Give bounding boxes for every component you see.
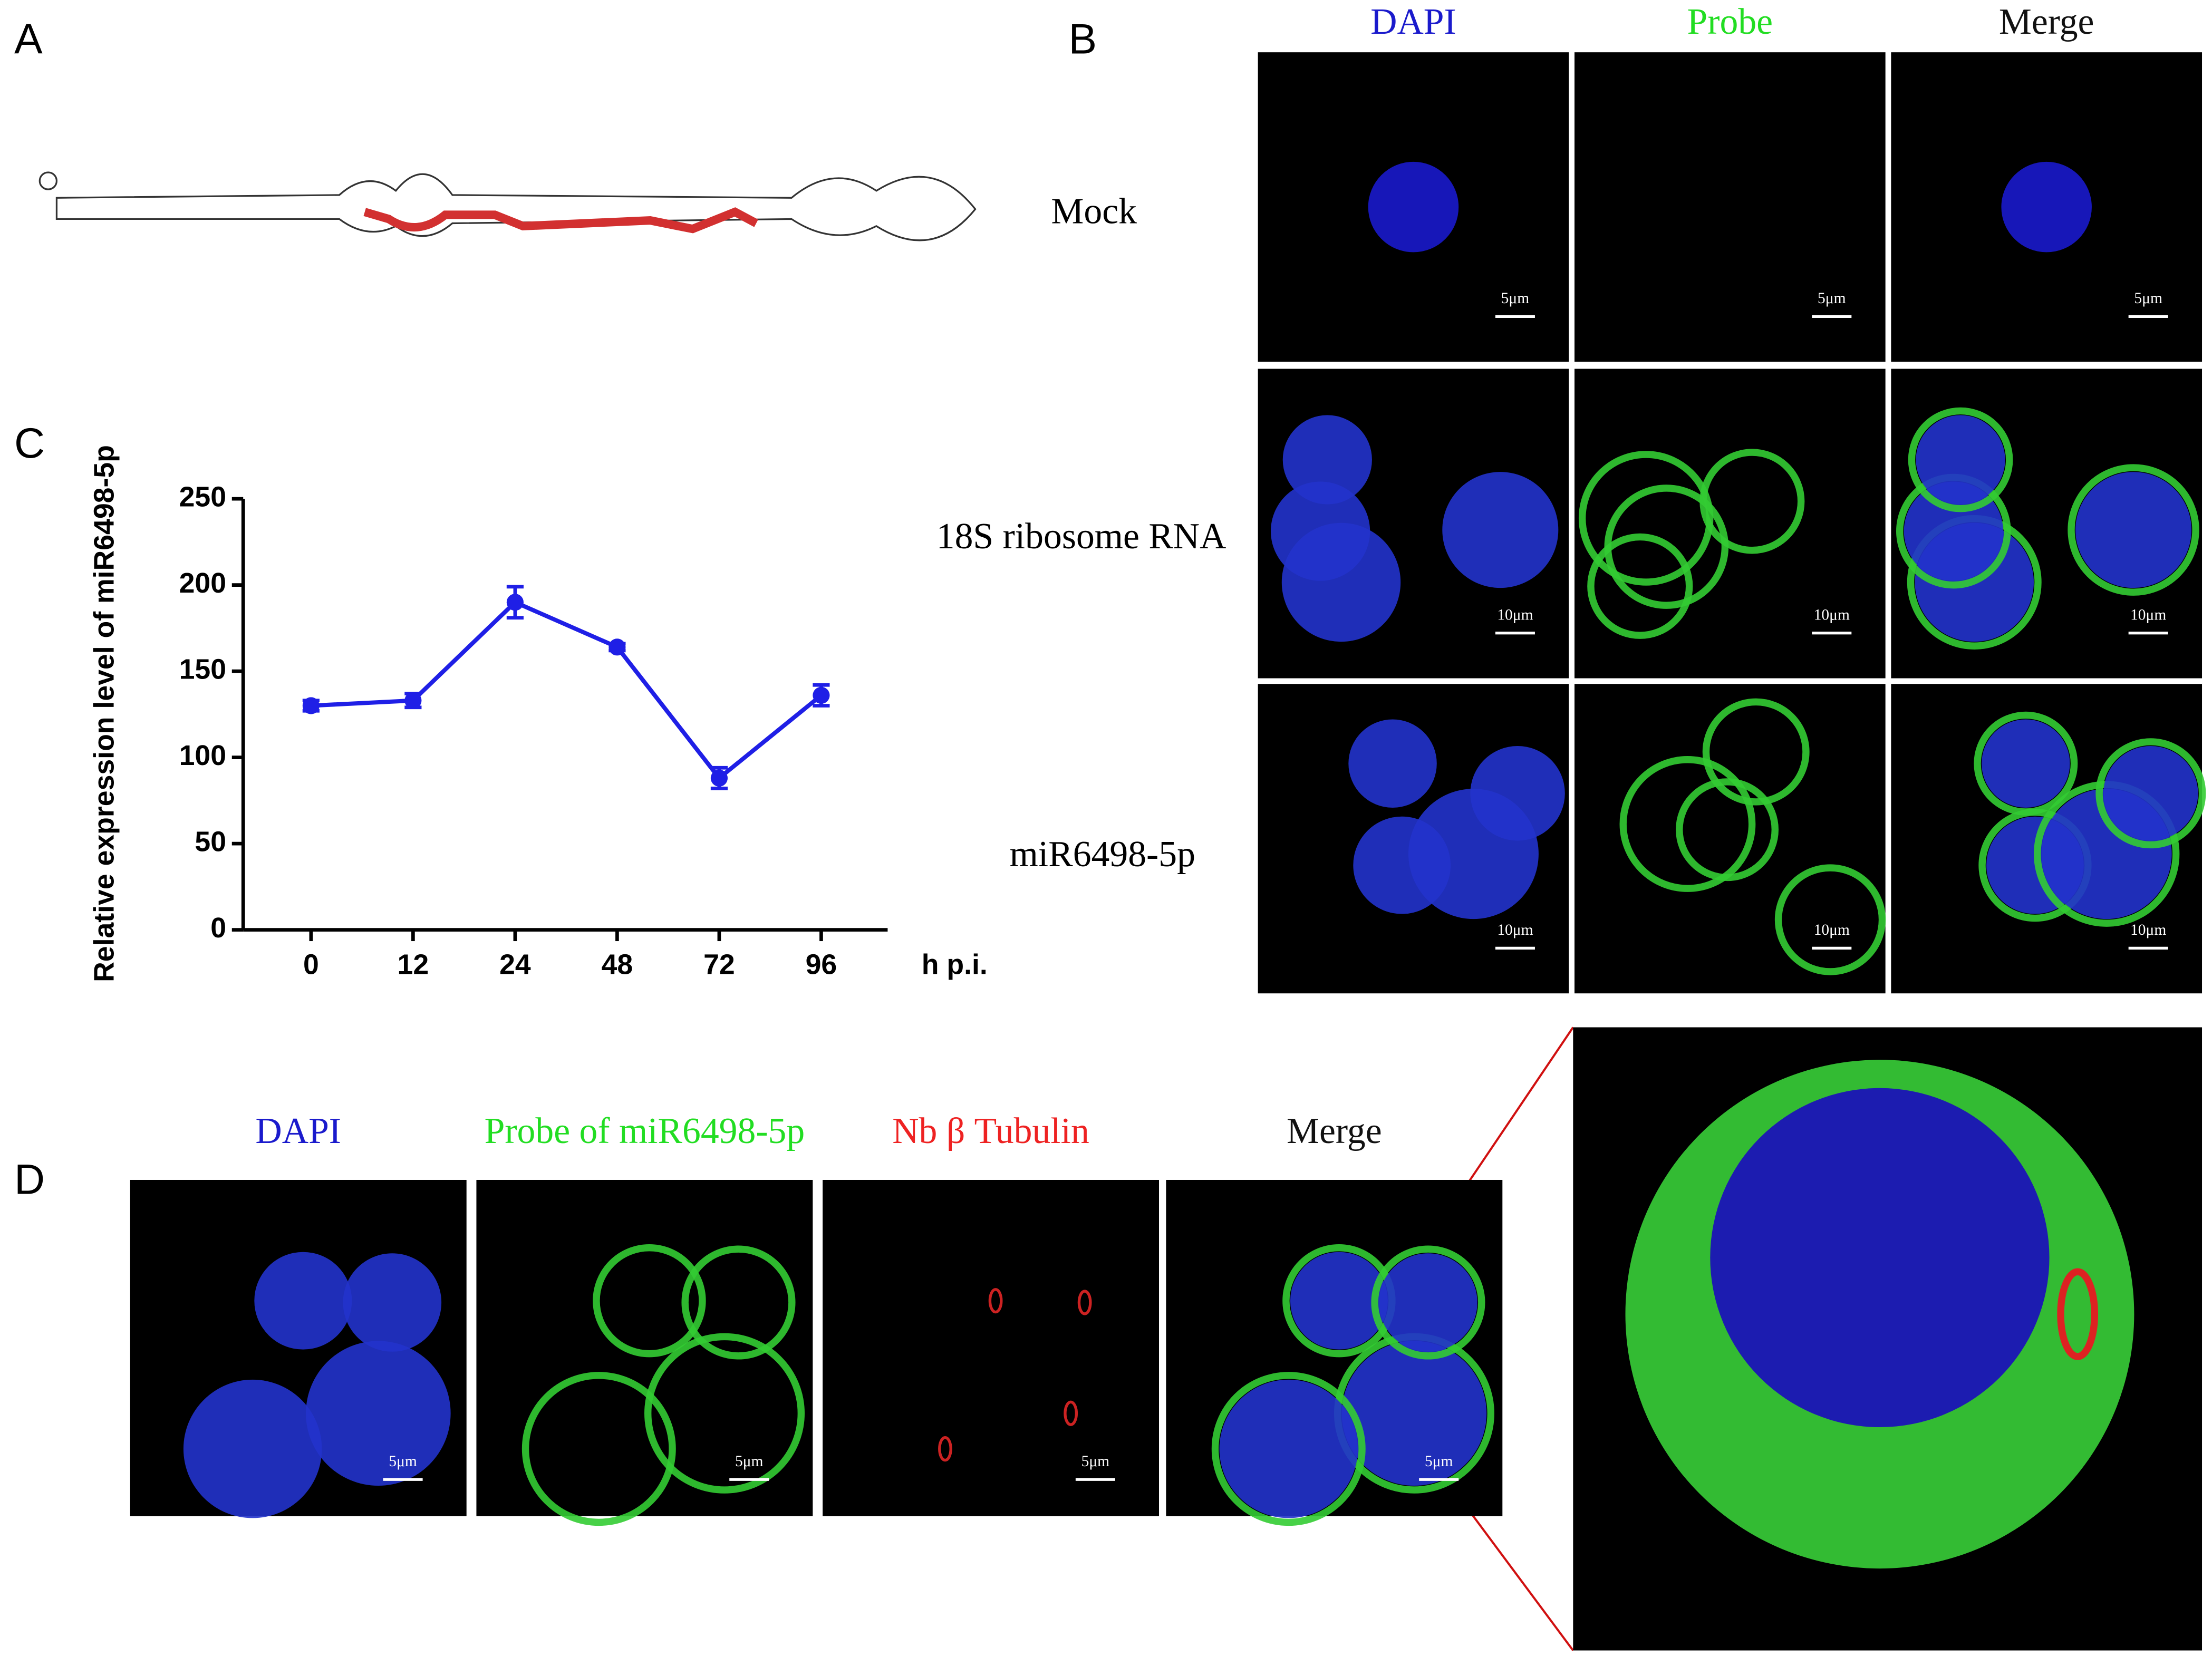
cytoplasm-ring xyxy=(1211,1372,1366,1526)
tubulin xyxy=(1077,1290,1092,1315)
nucleus xyxy=(1348,719,1437,808)
cytoplasm-ring xyxy=(1619,756,1756,892)
scale-bar-label: 5μm xyxy=(735,1453,764,1470)
column-header: Probe of miR6498-5p xyxy=(485,1111,805,1151)
panel-label: A xyxy=(14,16,43,63)
y-tick-label: 50 xyxy=(195,826,226,857)
scale-bar-label: 5μm xyxy=(1081,1453,1110,1470)
nucleus xyxy=(1982,719,2070,808)
nucleus xyxy=(254,1252,352,1350)
scale-bar-label: 10μm xyxy=(1497,606,1533,623)
nucleus xyxy=(183,1379,322,1518)
row-label: miR6498-5p xyxy=(1010,834,1195,875)
scale-bar-label: 10μm xyxy=(2130,922,2166,938)
nucleus xyxy=(2103,746,2198,841)
scale-bar-label: 10μm xyxy=(1814,606,1850,623)
tubulin xyxy=(988,1288,1003,1314)
panel-label: B xyxy=(1068,16,1097,63)
rna-structure xyxy=(38,171,977,241)
micrograph xyxy=(823,1179,1160,1516)
cytoplasm-ring xyxy=(1702,698,1810,806)
nucleus xyxy=(1270,481,1370,581)
x-tick-label: 0 xyxy=(303,948,319,980)
y-tick-label: 150 xyxy=(179,653,226,685)
scale-bar-label: 10μm xyxy=(1814,922,1850,938)
data-point xyxy=(506,594,524,611)
series-line xyxy=(311,599,823,781)
cytoplasm-ring xyxy=(1974,711,2078,816)
tubulin xyxy=(938,1436,952,1462)
nucleus xyxy=(1341,1341,1487,1486)
cytoplasm-ring xyxy=(2068,464,2199,596)
x-tick-label: 72 xyxy=(703,948,735,980)
x-tick-label: 24 xyxy=(499,948,531,980)
nucleus xyxy=(2075,472,2192,588)
row-label: 18S ribosome RNA xyxy=(936,516,1226,557)
cytoplasm-ring xyxy=(681,1245,796,1360)
column-header: Probe xyxy=(1687,2,1773,42)
cytoplasm-ring xyxy=(593,1244,706,1358)
nucleus xyxy=(343,1253,442,1352)
cytoplasm-ring xyxy=(1774,864,1886,975)
column-header: Nb β Tubulin xyxy=(892,1111,1089,1151)
micrograph xyxy=(1574,52,1886,362)
x-tick-label: 48 xyxy=(602,948,633,980)
cytoplasm-ring xyxy=(1371,1245,1485,1360)
nucleus xyxy=(1470,746,1565,841)
cytoplasm-ring xyxy=(1699,449,1805,554)
data-point xyxy=(608,638,626,656)
scale-bar-label: 5μm xyxy=(2134,290,2162,307)
scale-bar-label: 10μm xyxy=(1497,922,1533,938)
x-tick-label: 96 xyxy=(806,948,837,980)
y-tick-label: 200 xyxy=(179,567,226,599)
nucleus xyxy=(1916,415,2005,505)
micrograph xyxy=(1574,369,1886,679)
panel-label: C xyxy=(14,420,45,467)
column-header: Merge xyxy=(1287,1111,1382,1151)
scale-bar-label: 5μm xyxy=(389,1453,417,1470)
cytoplasm-ring xyxy=(1908,407,2013,512)
nucleus xyxy=(1368,161,1459,253)
x-axis-label: h p.i. xyxy=(922,948,988,980)
data-point xyxy=(710,769,728,787)
nucleus xyxy=(306,1341,451,1486)
scale-bar-label: 5μm xyxy=(1425,1453,1453,1470)
column-header: Merge xyxy=(1999,2,2094,42)
nucleus-zoom xyxy=(1710,1088,2050,1428)
row-label: Mock xyxy=(1051,191,1137,231)
scale-bar-label: 5μm xyxy=(1818,290,1846,307)
nucleus xyxy=(1290,1252,1388,1350)
y-axis-label: Relative expression level of miR6498-5p xyxy=(88,445,120,982)
cytoplasm-ring xyxy=(644,1333,805,1494)
data-point xyxy=(404,692,422,709)
data-point xyxy=(813,686,830,704)
tubulin xyxy=(1064,1400,1078,1426)
scale-bar-label: 10μm xyxy=(2130,606,2166,623)
column-header: DAPI xyxy=(1370,2,1456,42)
column-header: DAPI xyxy=(255,1111,341,1151)
x-tick-label: 12 xyxy=(398,948,429,980)
nucleus xyxy=(1442,472,1559,588)
data-point xyxy=(302,697,320,714)
y-tick-label: 0 xyxy=(210,912,226,944)
cytoplasm-ring xyxy=(1587,533,1693,639)
y-tick-label: 100 xyxy=(179,740,226,771)
nucleus xyxy=(1379,1253,1477,1352)
cytoplasm-ring xyxy=(2095,738,2206,849)
nucleus xyxy=(1282,415,1372,505)
micrograph xyxy=(476,1179,813,1516)
nucleus xyxy=(2001,161,2092,253)
scale-bar-label: 5μm xyxy=(1501,290,1530,307)
cytoplasm-ring xyxy=(521,1372,676,1526)
panel-label: D xyxy=(14,1156,45,1204)
y-tick-label: 250 xyxy=(179,481,226,512)
nucleus xyxy=(1219,1379,1358,1518)
tubulin-zoom xyxy=(2057,1268,2099,1360)
